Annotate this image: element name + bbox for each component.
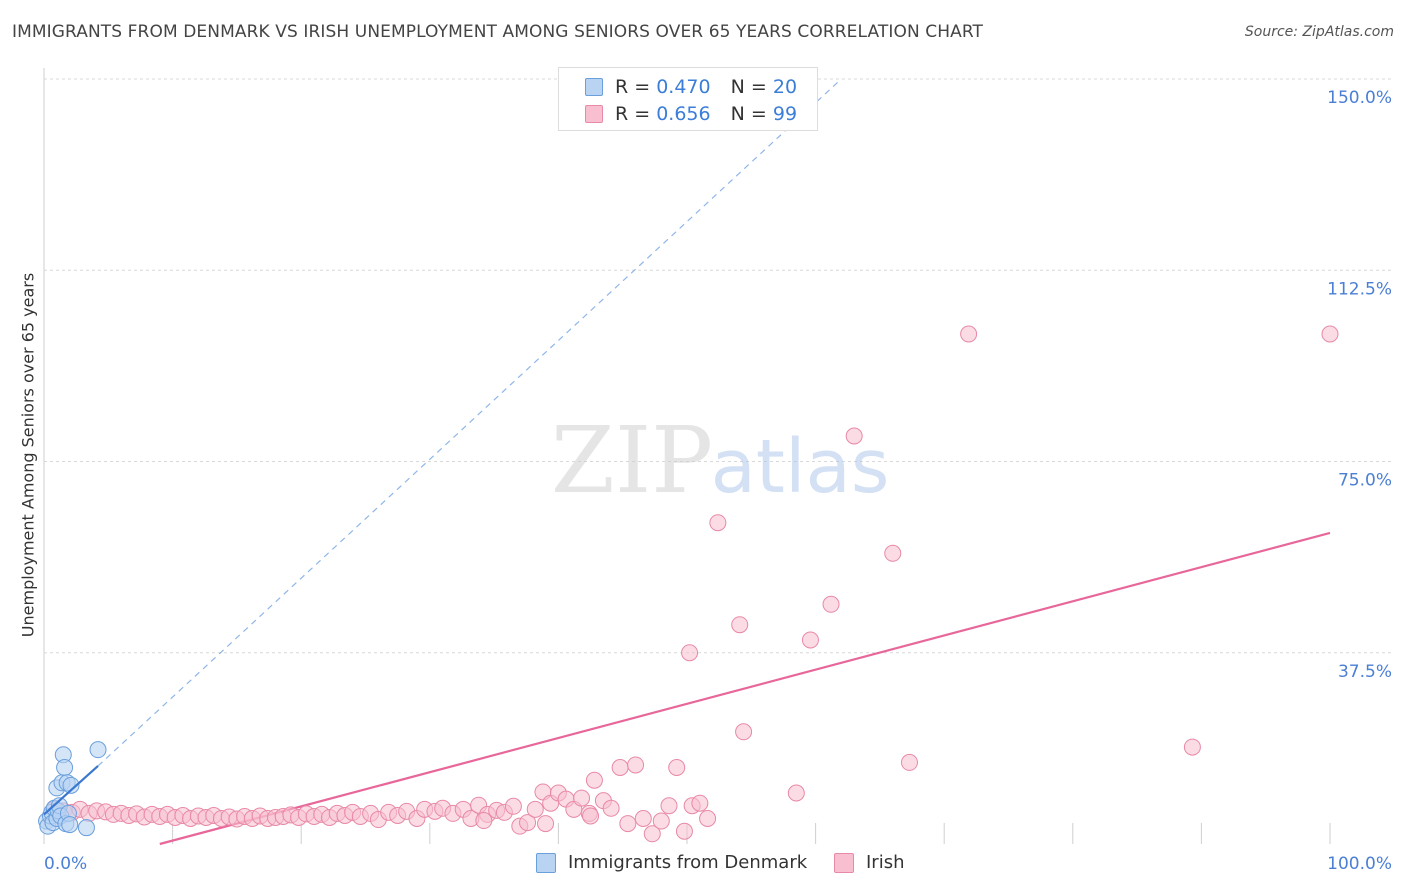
- source-credit: Source: ZipAtlas.com: [1244, 24, 1394, 40]
- irish-point: [900, 753, 918, 771]
- legend-swatch-pink: [585, 105, 603, 123]
- legend-swatch-pink: [834, 852, 854, 873]
- irish-point: [537, 815, 555, 833]
- points-layer: [38, 325, 1339, 843]
- irish-point: [582, 807, 600, 825]
- n-label: N =: [730, 103, 767, 125]
- legend-swatch-blue: [536, 852, 556, 873]
- irish-point: [709, 514, 727, 532]
- legend-swatch-blue: [585, 78, 603, 96]
- watermark-zip: ZIP: [551, 407, 713, 514]
- irish-point: [681, 644, 699, 662]
- n-value: 99: [772, 103, 798, 125]
- trend-line-irish: [159, 531, 1331, 846]
- irish-point: [627, 756, 645, 774]
- chart-title: IMMIGRANTS FROM DENMARK VS IRISH UNEMPLO…: [12, 22, 984, 42]
- n-value: 20: [772, 76, 798, 98]
- r-label: R =: [615, 103, 651, 125]
- irish-point: [602, 799, 620, 817]
- denmark-point: [56, 759, 74, 776]
- irish-point: [526, 800, 544, 818]
- trend-line-denmark-extrapolated: [97, 78, 842, 767]
- y-tick-label: 37.5%: [1338, 662, 1392, 682]
- irish-point: [519, 814, 537, 832]
- denmark-point: [77, 819, 95, 837]
- n-label: N =: [730, 76, 767, 98]
- irish-point: [845, 427, 863, 445]
- x-tick-label: 100.0%: [1327, 854, 1392, 874]
- watermark: ZIP atlas: [551, 407, 890, 514]
- irish-point: [801, 631, 819, 649]
- denmark-point: [62, 776, 80, 794]
- legend-item-denmark[interactable]: Immigrants from Denmark: [536, 852, 807, 873]
- legend-row-irish: R = 0.656 N = 99: [585, 102, 797, 126]
- y-tick-label: 112.5%: [1327, 279, 1392, 299]
- trend-line-denmark: [43, 765, 99, 816]
- r-value: 0.470: [656, 76, 711, 98]
- irish-point: [1321, 325, 1339, 343]
- series-legend: Immigrants from Denmark Irish: [0, 850, 1406, 878]
- irish-point: [611, 759, 629, 776]
- irish-point: [822, 595, 840, 613]
- irish-point: [884, 544, 902, 562]
- irish-point: [699, 810, 717, 827]
- irish-point: [652, 812, 670, 830]
- irish-point: [643, 825, 661, 843]
- y-axis-label: Unemployment Among Seniors over 65 years: [18, 272, 38, 638]
- irish-point: [619, 815, 637, 833]
- legend-label-denmark: Immigrants from Denmark: [568, 852, 808, 873]
- irish-point: [787, 784, 805, 802]
- legend-item-irish[interactable]: Irish: [834, 852, 905, 873]
- r-value: 0.656: [656, 103, 711, 125]
- trend-layer: [97, 78, 1331, 846]
- irish-point: [675, 822, 693, 840]
- irish-point: [573, 789, 591, 807]
- irish-point: [735, 723, 753, 741]
- irish-point: [691, 794, 709, 812]
- denmark-point: [61, 816, 79, 834]
- irish-point: [1183, 738, 1201, 756]
- tick-layer: 37.5% 75.0% 112.5% 150.0% 0.0% 100.0%: [44, 88, 1392, 874]
- irish-point: [660, 797, 678, 815]
- irish-point: [731, 616, 749, 634]
- irish-point: [960, 325, 978, 343]
- legend-row-denmark: R = 0.470 N = 20: [585, 75, 797, 99]
- irish-point: [634, 810, 652, 827]
- irish-point: [668, 759, 686, 776]
- x-tick-label: 0.0%: [44, 854, 87, 874]
- denmark-point: [89, 741, 107, 759]
- legend-label-irish: Irish: [866, 852, 905, 873]
- irish-point: [504, 797, 522, 815]
- y-tick-label: 75.0%: [1338, 471, 1392, 491]
- correlation-legend: R = 0.470 N = 20 R = 0.656 N = 99: [558, 67, 818, 131]
- irish-point: [585, 771, 603, 789]
- y-tick-label: 150.0%: [1327, 88, 1392, 108]
- r-label: R =: [615, 76, 651, 98]
- irish-point: [475, 812, 493, 830]
